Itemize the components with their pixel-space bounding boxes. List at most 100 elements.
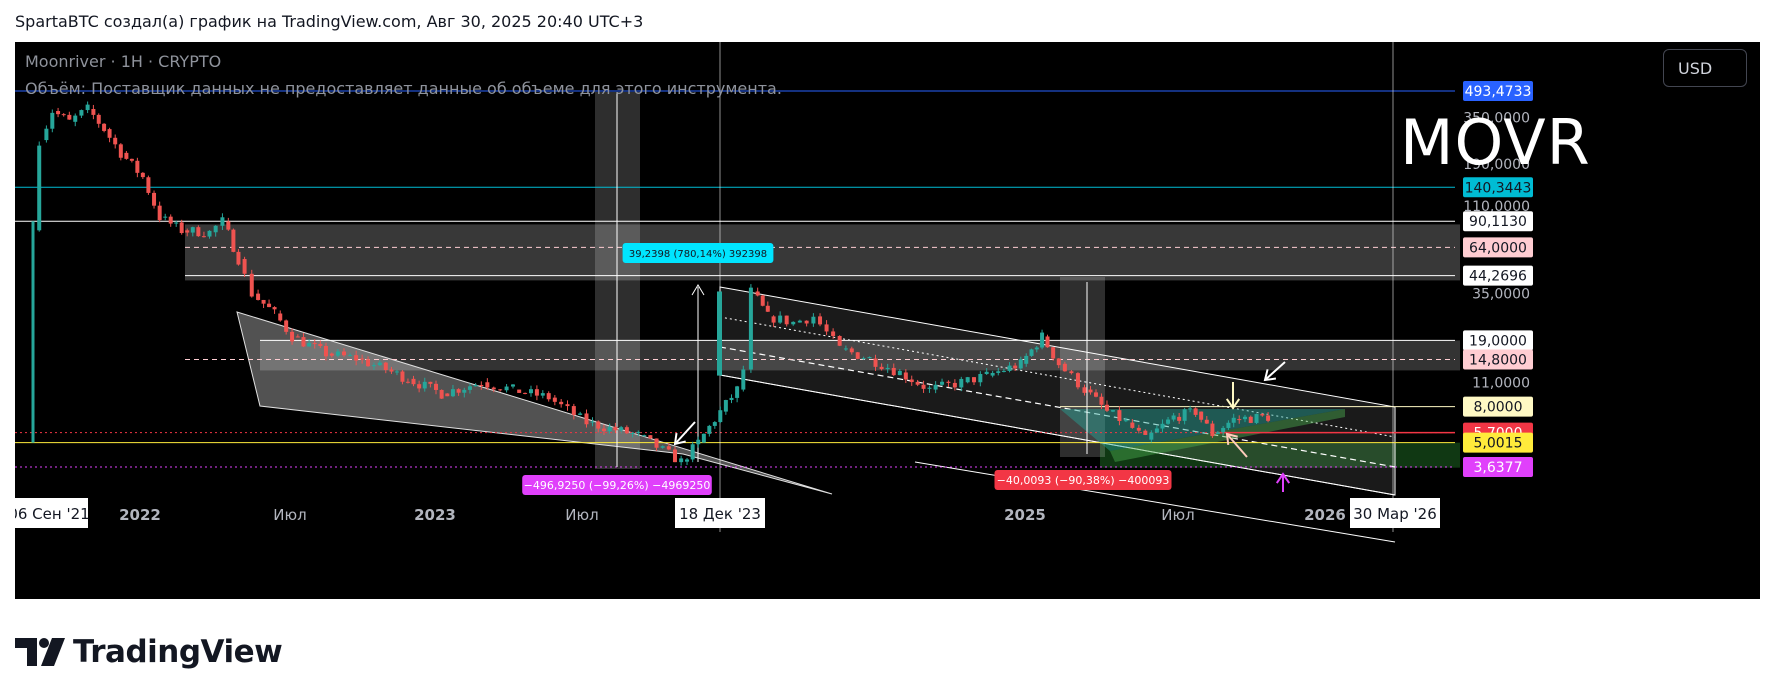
- candle-body: [242, 259, 247, 274]
- tradingview-logo-icon: [15, 638, 65, 666]
- measure-label-down-2-bg: [994, 470, 1172, 490]
- candle-body: [354, 355, 359, 361]
- candle-body: [371, 365, 376, 367]
- candle-body: [1045, 336, 1050, 348]
- arrow-magenta-3637-head: [1275, 472, 1291, 484]
- candle-body: [601, 428, 606, 432]
- candle-body: [729, 397, 734, 401]
- candle-body: [1210, 423, 1215, 437]
- candle-body: [818, 316, 823, 325]
- candle-body: [559, 401, 564, 405]
- price-badge-2: [1463, 211, 1533, 232]
- measure-label-down-2: −40,0093 (−90,38%) −400093: [997, 474, 1170, 487]
- candle-body: [417, 384, 422, 389]
- candle-body: [318, 343, 323, 347]
- candle-body: [843, 348, 848, 350]
- candle-body: [44, 128, 49, 141]
- candle-body: [540, 393, 545, 396]
- candle-body: [113, 137, 118, 145]
- candle-body: [278, 313, 283, 321]
- candle-body: [760, 295, 765, 306]
- candle-body: [855, 352, 860, 359]
- candle-body: [1215, 432, 1220, 434]
- candle-body: [491, 387, 496, 390]
- candle-body: [226, 221, 231, 230]
- brand-name: TradingView: [73, 634, 283, 670]
- price-badge-label-10: 3,6377: [1474, 460, 1523, 476]
- candle-body: [323, 346, 328, 357]
- candle-body: [329, 353, 334, 356]
- candle-body: [1166, 419, 1171, 424]
- candle-body: [163, 216, 168, 218]
- candle-body: [1069, 371, 1074, 374]
- candle-body: [921, 384, 926, 389]
- price-badge-label-2: 90,1130: [1469, 214, 1527, 230]
- candle-body: [1024, 355, 1029, 364]
- candle-body: [91, 109, 96, 115]
- chart-area[interactable]: 39,2398 (780,14%) 392398 −496,9250 (−99,2…: [15, 42, 1760, 599]
- price-badge-label-4: 44,2696: [1469, 269, 1527, 285]
- candle-body: [885, 367, 890, 370]
- candle-body: [596, 421, 601, 429]
- symbol-watermark: MOVR: [1400, 106, 1591, 179]
- candle-body: [434, 383, 439, 390]
- candle-body: [124, 152, 129, 159]
- currency-button[interactable]: USD: [1663, 49, 1747, 87]
- candle-body: [511, 384, 516, 387]
- candle-body: [778, 315, 783, 323]
- x-tick-label-4: 2025: [1004, 506, 1046, 524]
- measure-label-down-1-bg: [522, 475, 712, 495]
- price-badge-label-0: 493,4733: [1465, 84, 1532, 100]
- candle-body: [1177, 416, 1182, 421]
- candle-body: [1254, 414, 1259, 423]
- candle-body: [129, 158, 134, 161]
- price-badge-label-5: 19,0000: [1469, 333, 1527, 349]
- candle-body: [96, 114, 101, 124]
- candle-body: [685, 459, 690, 462]
- candle-body: [360, 358, 365, 360]
- candle-body: [1136, 427, 1141, 431]
- price-badge-1: [1463, 177, 1533, 198]
- candle-body: [891, 367, 896, 376]
- candle-body: [824, 324, 829, 332]
- candle-body: [797, 320, 802, 323]
- candle-body: [915, 382, 920, 385]
- y-tick-label-0: 350,0000: [1463, 110, 1530, 126]
- candle-body: [118, 144, 123, 158]
- candle-body: [307, 343, 312, 347]
- candle-body: [1231, 417, 1236, 423]
- candle-body: [990, 372, 995, 376]
- candle-body: [660, 446, 665, 448]
- candle-body: [61, 114, 66, 116]
- tradingview-logo[interactable]: TradingView: [15, 632, 283, 672]
- candle-body: [56, 111, 61, 115]
- candle-body: [479, 384, 484, 386]
- candle-body: [284, 320, 289, 332]
- candle-body: [1007, 365, 1012, 371]
- candle-body: [707, 425, 712, 434]
- candle-body: [590, 421, 595, 423]
- measure-up-arrowhead: [691, 284, 705, 296]
- candle-body: [1193, 408, 1198, 415]
- candle-body: [565, 404, 570, 407]
- price-badge-label-7: 8,0000: [1474, 400, 1523, 416]
- candle-body: [213, 225, 218, 233]
- candle-body: [1130, 422, 1135, 428]
- candle-body: [679, 458, 684, 463]
- volume-legend: Объём: Поставщик данных не предоставляет…: [25, 79, 782, 98]
- arrow-yellow-8-head: [1225, 398, 1241, 410]
- candle-body: [613, 426, 618, 431]
- price-badge-label-6: 14,8000: [1469, 353, 1527, 369]
- candle-body: [73, 115, 78, 122]
- x-tick-label-2: 2023: [414, 506, 456, 524]
- candle-body: [784, 315, 789, 325]
- candle-body: [867, 357, 872, 359]
- candle-body: [771, 316, 776, 323]
- candle-body: [755, 291, 760, 296]
- y-tick-label-1: 190,0000: [1463, 157, 1530, 173]
- candle-body: [411, 378, 416, 385]
- candle-body: [377, 362, 382, 366]
- price-chart[interactable]: 39,2398 (780,14%) 392398 −496,9250 (−99,2…: [15, 42, 1760, 599]
- candle-body: [1001, 370, 1006, 372]
- resistance-zone-64: [185, 224, 1460, 281]
